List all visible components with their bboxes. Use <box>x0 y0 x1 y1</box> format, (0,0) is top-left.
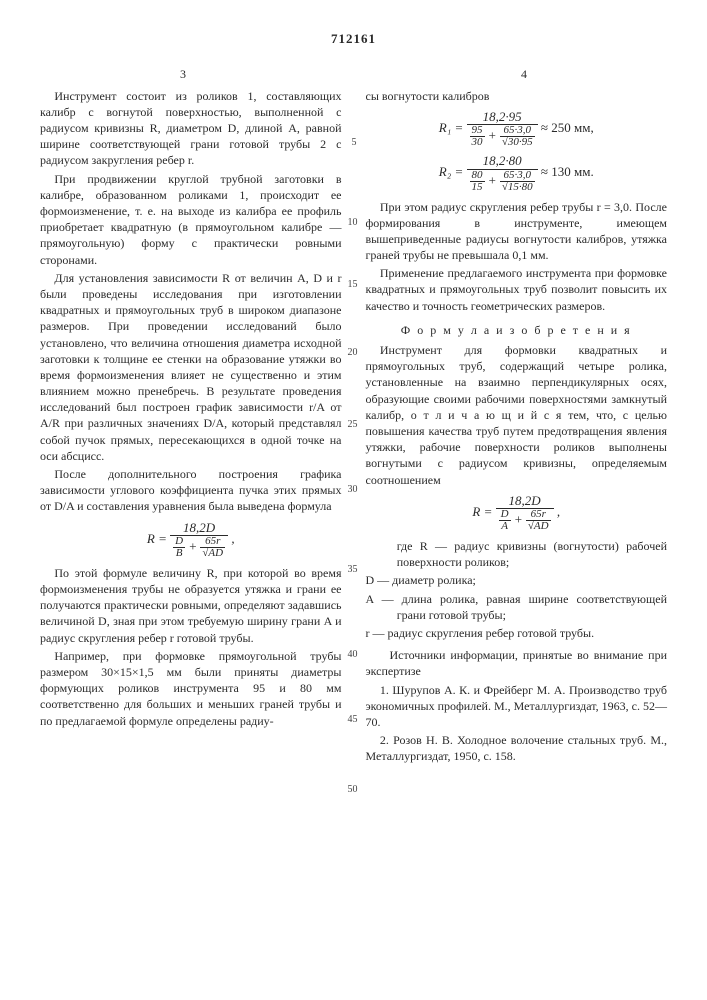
where-line: A — длина ролика, равная ширине соответс… <box>366 591 668 623</box>
claim-para: Инструмент для формовки квадратных и пря… <box>366 342 668 488</box>
line-number: 45 <box>348 713 358 727</box>
source-item: 1. Шурупов А. К. и Фрейберг М. А. Произв… <box>366 682 668 731</box>
where-line: r — радиус скругления ребер готовой труб… <box>366 625 668 641</box>
para: сы вогнутости калибров <box>366 88 668 104</box>
para: Применение предлагаемого инструмента при… <box>366 265 668 314</box>
line-number: 50 <box>348 783 358 797</box>
para: Например, при формовке прямоугольной тру… <box>40 648 342 729</box>
line-number: 40 <box>348 648 358 662</box>
page-number-right: 4 <box>521 66 527 82</box>
source-item: 2. Розов Н. В. Холодное волочение стальн… <box>366 732 668 764</box>
sources-heading: Источники информации, принятые во вниман… <box>366 647 668 679</box>
para: Инструмент состоит из роликов 1, составл… <box>40 88 342 169</box>
line-number: 35 <box>348 563 358 577</box>
para: При этом радиус скругления ребер трубы r… <box>366 199 668 264</box>
formula-R: R = 18,2D DB + 65r√AD , <box>40 521 342 559</box>
line-number: 30 <box>348 483 358 497</box>
formula-claim: R = 18,2D DA + 65r√AD , <box>366 494 668 532</box>
para: Для установления зависимости R от величи… <box>40 270 342 464</box>
line-number: 15 <box>348 278 358 292</box>
where-line: где R — радиус кривизны (вогнутости) раб… <box>366 538 668 570</box>
para: При продвижении круглой трубной заготовк… <box>40 171 342 268</box>
formula-R2: R₂ = 18,2·80 8015 + 65·3,0√15·80 ≈ 130 м… <box>366 154 668 192</box>
line-number: 20 <box>348 346 358 360</box>
line-number: 25 <box>348 418 358 432</box>
line-number: 10 <box>348 216 358 230</box>
document-number: 712161 <box>40 30 667 48</box>
para: После дополнительного построения графика… <box>40 466 342 515</box>
line-number: 5 <box>352 136 357 150</box>
para: По этой формуле величину R, при которой … <box>40 565 342 646</box>
where-line: D — диаметр ролика; <box>366 572 668 588</box>
right-column: 5 10 15 20 25 30 35 40 45 50 сы вогнутос… <box>366 88 668 767</box>
page-number-left: 3 <box>180 66 186 82</box>
left-column: Инструмент состоит из роликов 1, составл… <box>40 88 342 767</box>
claim-heading: Ф о р м у л а и з о б р е т е н и я <box>366 322 668 338</box>
formula-R1: R₁ = 18,2·95 9530 + 65·3,0√30·95 ≈ 250 м… <box>366 110 668 148</box>
